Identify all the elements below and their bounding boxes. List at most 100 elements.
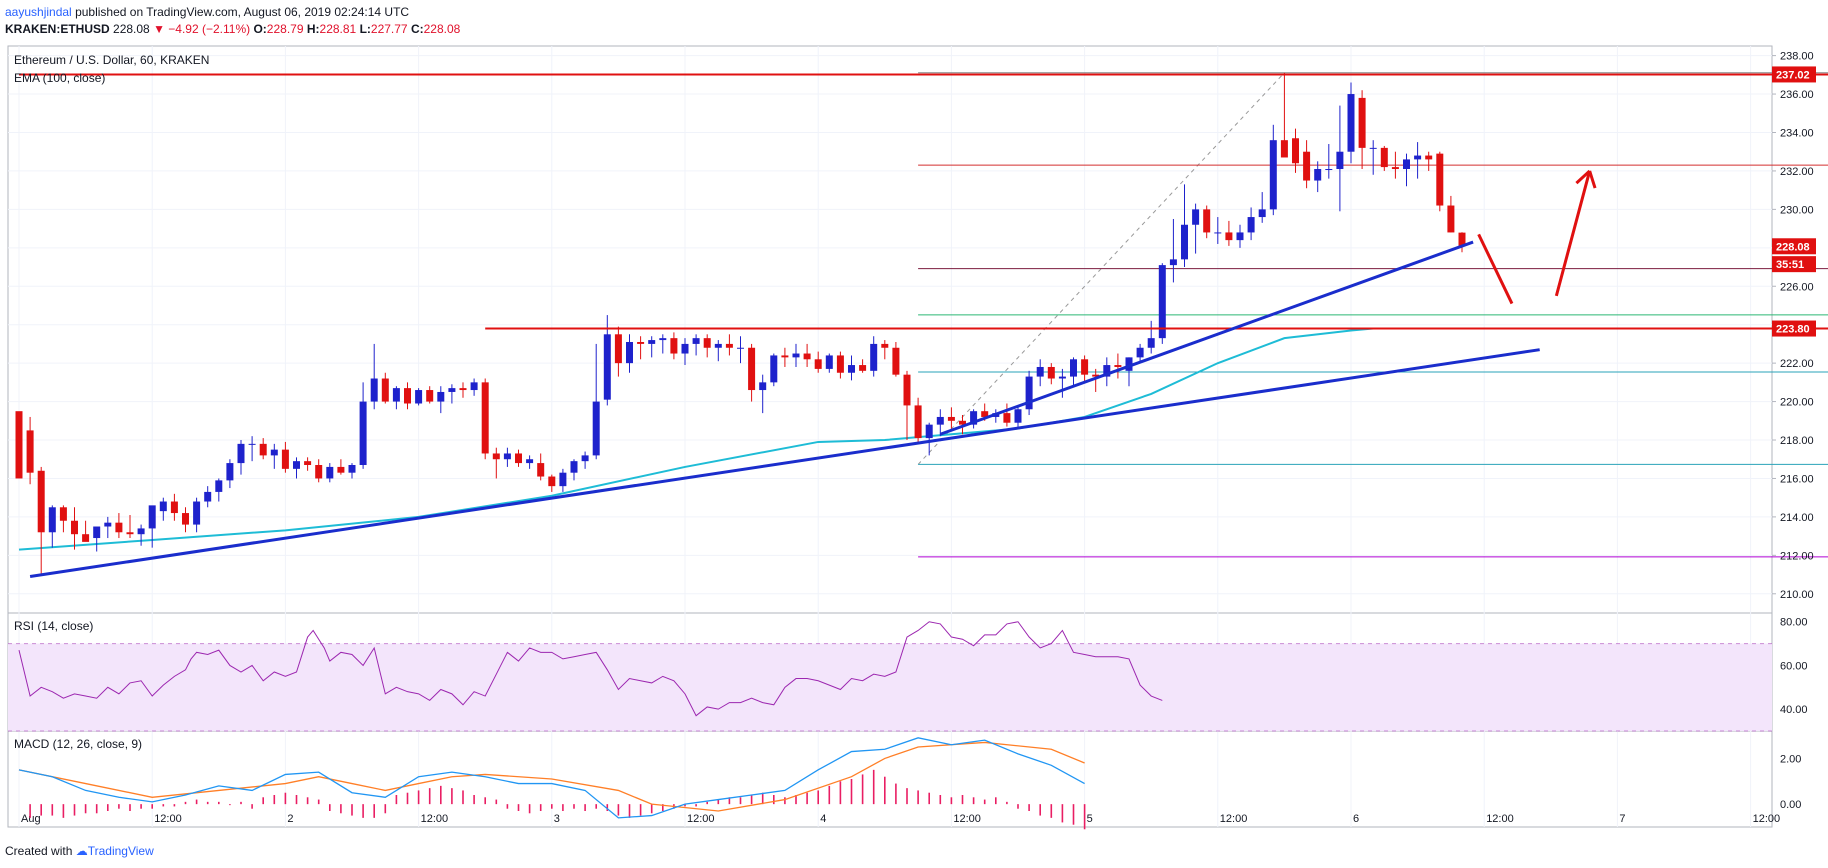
macd-histogram-bar (817, 790, 819, 805)
macd-histogram-bar (495, 799, 498, 805)
candle-body (1225, 232, 1233, 241)
up-arrow-head (1588, 170, 1597, 189)
macd-histogram-bar (262, 797, 264, 805)
author-link[interactable]: aayushjindal (5, 5, 72, 19)
macd-histogram-bar (162, 804, 165, 807)
candle-body (148, 505, 156, 529)
tradingview-brand[interactable]: TradingView (87, 844, 154, 858)
rsi-tick-label: 80.00 (1780, 617, 1808, 629)
macd-histogram-bar (195, 799, 198, 805)
candle-body (492, 453, 500, 460)
candle-body (1158, 265, 1166, 339)
price-change: ▼ −4.92 (−2.11%) (153, 22, 251, 36)
high-value: 228.81 (319, 22, 357, 36)
macd-histogram-bar (839, 781, 842, 805)
macd-histogram-bar (983, 799, 986, 805)
candle-body (603, 334, 611, 400)
candle-body (470, 382, 478, 391)
macd-tick-label: 0.00 (1780, 799, 1801, 811)
price-tick-label: 238.00 (1780, 51, 1814, 63)
macd-histogram-bar (29, 804, 31, 818)
candle-body (304, 461, 312, 466)
tradingview-logo-icon: ☁ (75, 844, 88, 858)
candle-body (637, 341, 645, 344)
open-value: 228.79 (266, 22, 304, 36)
time-tick-label: 12:00 (1220, 813, 1248, 825)
candle-body (104, 522, 112, 527)
macd-histogram-bar (1083, 804, 1086, 830)
macd-histogram-bar (539, 804, 542, 811)
price-axis: 210.00 212.00 214.00 216.00 218.00 220.00 222.… (1772, 51, 1816, 601)
candle-body (1269, 140, 1277, 210)
candle-body (159, 501, 167, 512)
candle-body (15, 411, 23, 479)
candle-body (548, 476, 556, 487)
candle-body (1136, 347, 1144, 358)
price-tick-label: 218.00 (1780, 435, 1814, 447)
candle-body (648, 340, 656, 344)
candle-body (1258, 209, 1266, 218)
candle-body (1358, 97, 1366, 148)
candle-body (459, 388, 467, 391)
candle-body (692, 338, 700, 344)
time-tick-label: 5 (1087, 813, 1093, 825)
published-text: published on TradingView.com, August 06,… (75, 5, 410, 19)
macd-histogram-bar (795, 795, 797, 805)
macd-histogram-bar (40, 804, 42, 816)
time-tick-label: 12:00 (1486, 813, 1514, 825)
candle-body (26, 430, 34, 473)
macd-tick-label: 2.00 (1780, 753, 1801, 765)
candle-body (748, 347, 756, 391)
candle-body (1247, 217, 1255, 233)
candle-body (1391, 167, 1399, 170)
candle-body (1114, 365, 1122, 367)
candle-body (1414, 155, 1422, 160)
price-tick-label: 230.00 (1780, 204, 1814, 216)
candle-body (1181, 224, 1188, 260)
footer: Created with ☁TradingView (5, 844, 154, 858)
macd-histogram-bar (462, 790, 464, 805)
rsi-band (8, 643, 1772, 731)
open-label: O: (253, 22, 267, 36)
rsi-label: RSI (14, close) (14, 619, 93, 633)
macd-histogram-bar (662, 804, 664, 811)
time-tick-label: 12:00 (421, 813, 449, 825)
macd-histogram-bar (384, 804, 387, 814)
candle-body (970, 411, 978, 425)
macd-histogram-bar (373, 804, 375, 818)
macd-histogram-bar (206, 801, 209, 805)
candle-body (559, 472, 567, 487)
candle-body (881, 343, 889, 348)
macd-histogram-bar (84, 804, 87, 814)
macd-histogram-bar (51, 804, 54, 816)
candle-body (626, 341, 633, 364)
candle-body (37, 470, 45, 533)
trendline-upper (939, 240, 1474, 436)
candle-body (759, 382, 767, 391)
candle-body (404, 388, 411, 404)
time-tick-label: 12:00 (154, 813, 182, 825)
created-with-text: Created with (5, 844, 73, 858)
candle-body (137, 528, 145, 535)
fib-trend-line (917, 72, 1285, 465)
candle-body (259, 443, 267, 456)
time-tick-label: Aug (21, 813, 41, 825)
macd-histogram-bar (551, 804, 553, 809)
macd-panel: 0.00 2.00 (18, 737, 1801, 830)
candle-body (503, 453, 511, 460)
macd-histogram-bar (884, 776, 886, 805)
candle-body (725, 343, 733, 348)
candle-body (1458, 232, 1466, 247)
price-label-text: 237.02 (1776, 69, 1810, 81)
candle-body (526, 459, 534, 464)
candle-body (947, 416, 955, 421)
macd-histogram-bar (406, 792, 409, 805)
candle-body (1092, 374, 1100, 377)
candle-body (1380, 147, 1388, 168)
macd-histogram-bar (506, 804, 509, 809)
candle-body (959, 420, 966, 425)
macd-histogram-bar (972, 797, 975, 805)
candle-body (1003, 413, 1011, 423)
candle-body (836, 355, 844, 373)
